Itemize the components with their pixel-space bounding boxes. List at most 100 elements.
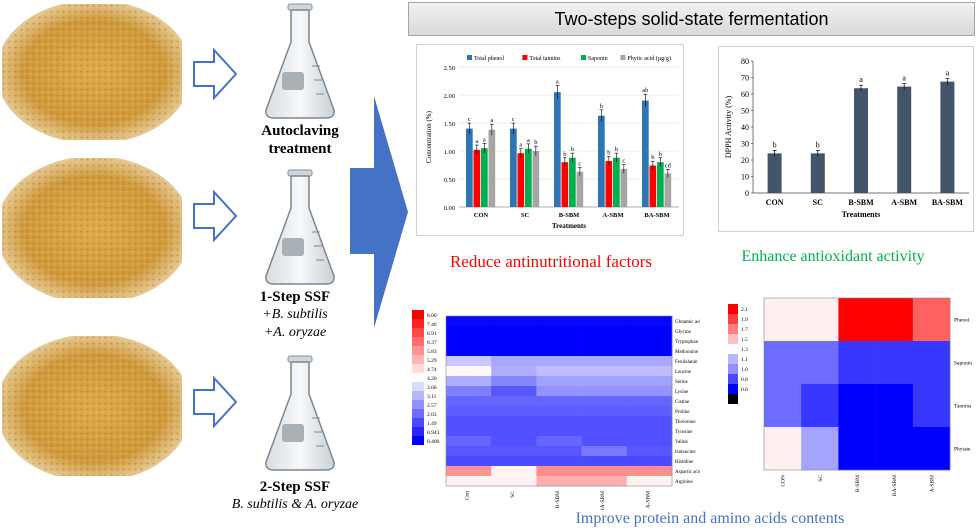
erlenmeyer-flask-icon xyxy=(265,169,335,285)
scale-label: 1.0 xyxy=(741,367,748,373)
heatmap-cell xyxy=(838,341,876,385)
flask-line: B. subtilis & A. oryzae xyxy=(231,497,359,512)
heatmap-cell xyxy=(536,446,582,457)
bar xyxy=(605,161,613,207)
scale-label: 4.74 xyxy=(427,367,437,373)
y-tick-label: 60 xyxy=(741,90,749,99)
scale-label: 1.49 xyxy=(427,421,437,427)
x-tick-label: CON xyxy=(474,212,489,219)
y-tick-label: 40 xyxy=(741,123,749,132)
heatmap-cell xyxy=(446,336,492,347)
legend-label: Total phenol xyxy=(474,56,504,62)
heatmap-cell xyxy=(875,427,914,471)
row-label: Serine xyxy=(675,380,689,385)
scale-label: 5.29 xyxy=(427,358,437,364)
scale-swatch xyxy=(412,319,424,328)
heatmap-cell xyxy=(446,356,492,367)
heatmap-cell xyxy=(446,396,492,407)
scale-swatch xyxy=(412,427,424,436)
heatmap-cell xyxy=(626,366,673,377)
x-tick-label: A-SBM xyxy=(603,212,624,219)
scale-swatch xyxy=(412,409,424,418)
heatmap-cell xyxy=(491,366,537,377)
scale-swatch xyxy=(412,436,424,445)
row-label: Histidine xyxy=(675,460,694,465)
heatmap-cell xyxy=(491,396,537,407)
row-label: Glutamic acid xyxy=(675,320,700,325)
heatmap-cell xyxy=(764,427,802,471)
heatmap-cell xyxy=(875,384,914,428)
flask-label-2-step: 2-Step SSF B. subtilis & A. oryzae xyxy=(200,478,390,514)
heatmap-cell xyxy=(536,336,582,347)
heatmap-cell xyxy=(912,341,951,385)
heatmap-cell xyxy=(581,426,628,437)
bar xyxy=(649,165,657,207)
flask-title: 2-Step SSF xyxy=(259,479,331,495)
heatmap-cell xyxy=(536,436,582,447)
heatmap-cell xyxy=(626,396,673,407)
heatmap-cell xyxy=(838,384,876,428)
x-tick-label: B-SBM xyxy=(848,198,874,207)
y-tick-label: 0 xyxy=(745,189,749,198)
scale-label: 0.400 xyxy=(427,439,440,445)
column-label: A-SBM xyxy=(645,491,651,509)
scale-label: 4.20 xyxy=(427,376,437,382)
heatmap-cell xyxy=(536,456,582,467)
heatmap-cell xyxy=(626,376,673,387)
heatmap-cell xyxy=(446,376,492,387)
flask-line: +A. oryzae xyxy=(263,325,327,340)
heatmap-cell xyxy=(626,316,673,327)
data-label: b xyxy=(563,151,566,158)
x-tick-label: SC xyxy=(813,198,823,207)
big-arrow-right-icon xyxy=(350,96,408,328)
data-label: c xyxy=(578,161,581,168)
scale-swatch xyxy=(728,334,738,344)
heatmap-cell xyxy=(491,456,537,467)
heatmap-cell xyxy=(626,456,673,467)
y-tick-label: 2.50 xyxy=(444,65,455,72)
legend-label: Phytic acid (µg/g) xyxy=(627,55,670,62)
heatmap-cell xyxy=(536,426,582,437)
bar xyxy=(532,151,540,207)
bar xyxy=(554,92,561,207)
heatmap-cell xyxy=(875,341,914,385)
heatmap-cell xyxy=(801,341,839,385)
scale-label: 0.943 xyxy=(427,430,440,436)
bar xyxy=(466,128,473,207)
column-label: CON xyxy=(781,475,787,487)
powder-image xyxy=(2,158,182,298)
heatmap-cell xyxy=(581,456,628,467)
row-label: Glycine xyxy=(675,330,692,335)
bar xyxy=(657,162,664,207)
y-tick-label: 10 xyxy=(741,173,749,182)
heatmap-cell xyxy=(581,326,628,337)
row-label: Isoleucine xyxy=(675,450,696,455)
erlenmeyer-flask-icon xyxy=(265,355,335,471)
row-label: Cistine xyxy=(675,400,690,405)
y-tick-label: 20 xyxy=(741,156,749,165)
y-tick-label: 50 xyxy=(741,107,749,116)
scale-swatch xyxy=(728,394,738,404)
data-label: a xyxy=(902,74,906,83)
heatmap-cell xyxy=(801,427,839,471)
data-label: a xyxy=(527,137,530,144)
chart-panel-antinutritional: 0.00 0.50 1.00 1.50 2.00 2.50 Total phenol Tota… xyxy=(416,44,684,236)
heatmap-cell xyxy=(491,336,537,347)
scale-label: 2.1 xyxy=(741,307,748,313)
y-tick-label: 0.50 xyxy=(444,177,455,184)
heatmap-cell xyxy=(536,476,582,487)
heatmap-cell xyxy=(536,406,582,417)
scale-label: 6.91 xyxy=(427,331,437,337)
legend-label: Total tannins xyxy=(529,56,561,62)
legend-swatch xyxy=(620,55,626,60)
heatmap-cell xyxy=(446,316,492,327)
scale-label: 1.9 xyxy=(741,317,748,323)
heatmap-cell xyxy=(536,316,582,327)
scale-swatch xyxy=(728,324,738,334)
heatmap-cell xyxy=(626,386,673,397)
heatmap-cell xyxy=(446,326,492,337)
flask-title: Autoclaving treatment xyxy=(261,123,339,157)
heatmap-cell xyxy=(536,396,582,407)
heatmap-cell xyxy=(801,298,839,342)
arrow-right-icon xyxy=(193,48,238,100)
